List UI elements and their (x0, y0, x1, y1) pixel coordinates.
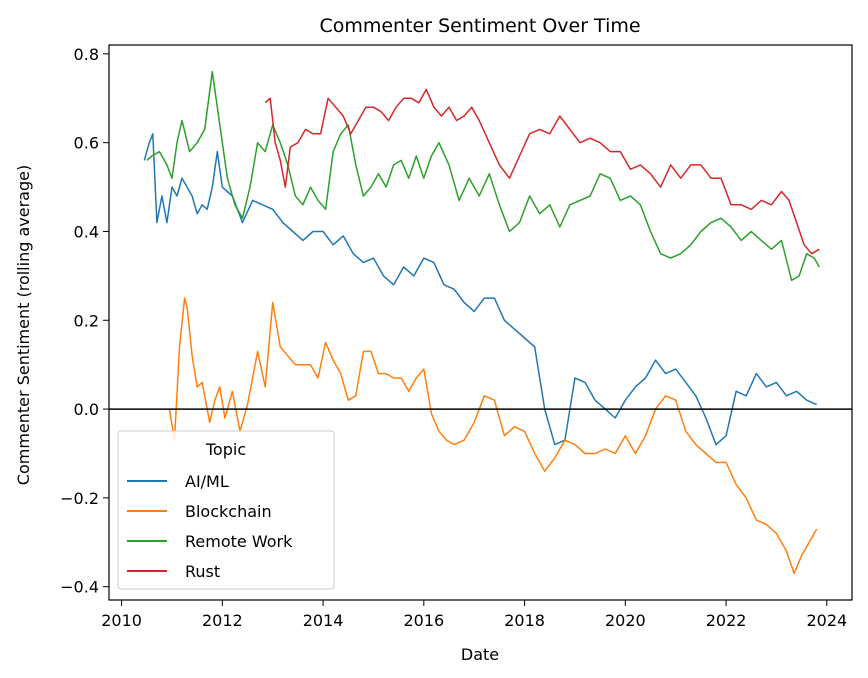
y-tick-label: −0.2 (60, 489, 99, 508)
legend-entry-label: Rust (185, 562, 220, 581)
chart-title: Commenter Sentiment Over Time (319, 15, 640, 37)
plot-border (108, 44, 853, 601)
series-line-ai-ml (143, 133, 818, 446)
series-layer (143, 70, 820, 575)
y-axis-label: Commenter Sentiment (rolling average) (14, 165, 33, 485)
legend-entry-label: Remote Work (185, 532, 293, 551)
y-tick-label: 0.0 (74, 400, 99, 419)
y-tick-label: 0.6 (74, 134, 99, 153)
y-tick-label: 0.8 (74, 45, 99, 64)
x-tick-label: 2018 (504, 611, 545, 630)
x-axis: 2010 2012 2014 2016 2018 2020 2022 2024 (101, 600, 847, 630)
legend-title: Topic (205, 440, 246, 459)
series-line-rust (264, 88, 820, 255)
y-tick-label: 0.2 (74, 311, 99, 330)
y-tick-label: 0.4 (74, 222, 99, 241)
series-line-blockchain (168, 297, 818, 575)
legend-box (117, 430, 335, 590)
series-line-remote-work (146, 70, 820, 282)
x-tick-label: 2022 (706, 611, 747, 630)
x-tick-label: 2014 (303, 611, 344, 630)
x-tick-label: 2016 (403, 611, 444, 630)
y-axis: −0.4 −0.2 0.0 0.2 0.4 0.6 0.8 (60, 45, 109, 597)
x-tick-label: 2020 (605, 611, 646, 630)
x-tick-label: 2012 (202, 611, 243, 630)
legend-entry-label: AI/ML (185, 472, 229, 491)
x-tick-label: 2010 (101, 611, 142, 630)
legend-entry-label: Blockchain (185, 502, 272, 521)
x-tick-label: 2024 (806, 611, 847, 630)
y-tick-label: −0.4 (60, 578, 99, 597)
x-axis-label: Date (461, 645, 499, 664)
legend: Topic AI/ML Blockchain Remote Work Rust (117, 430, 335, 590)
